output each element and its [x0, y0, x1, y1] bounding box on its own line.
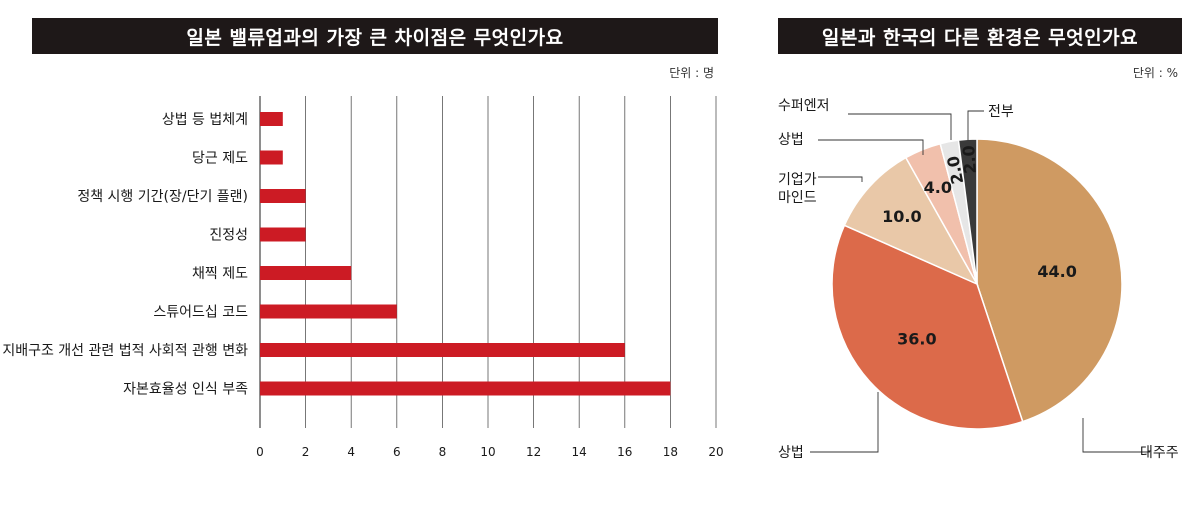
x-tick-label: 4: [347, 445, 355, 459]
pie-category-label: 상법: [778, 445, 804, 461]
pie-slice: [958, 139, 977, 284]
pie-value-label: 2.0: [959, 145, 980, 175]
pie-slice: [977, 139, 1122, 422]
pie-category-label: 수퍼엔저: [778, 98, 830, 114]
leader-line: [848, 114, 951, 140]
bar: [260, 112, 283, 126]
bar: [260, 305, 397, 319]
x-tick-label: 10: [480, 445, 495, 459]
pie-value-label: 10.0: [882, 207, 921, 226]
x-tick-label: 2: [302, 445, 310, 459]
x-tick-label: 6: [393, 445, 401, 459]
pie-chart-unit: 단위 : %: [1133, 64, 1178, 81]
category-label: 채찍 제도: [192, 266, 248, 282]
leader-line: [818, 177, 862, 182]
x-tick-label: 20: [708, 445, 723, 459]
category-label: 진정성: [209, 228, 248, 244]
bar: [260, 382, 670, 396]
pie-category-label: 대주주: [1140, 445, 1179, 461]
bar: [260, 189, 306, 203]
pie-value-label: 44.0: [1037, 262, 1076, 281]
x-tick-label: 8: [439, 445, 447, 459]
bar: [260, 228, 306, 242]
pie-slice: [844, 158, 977, 284]
category-label: 정책 시행 기간(장/단기 플랜): [77, 189, 248, 205]
leader-line: [810, 392, 878, 452]
pie-value-label: 2.0: [943, 154, 967, 185]
category-label: 스튜어드십 코드: [153, 305, 248, 321]
leader-line: [1083, 418, 1150, 452]
bar: [260, 151, 283, 165]
pie-slice: [906, 144, 977, 284]
x-tick-label: 18: [663, 445, 678, 459]
pie-chart-title: 일본과 한국의 다른 환경은 무엇인가요: [778, 18, 1182, 54]
leader-line: [968, 111, 984, 140]
pie-value-label: 4.0: [924, 178, 952, 197]
x-tick-label: 12: [526, 445, 541, 459]
pie-category-label: 전부: [988, 104, 1014, 120]
x-tick-label: 0: [256, 445, 264, 459]
category-label: 상법 등 법체계: [162, 112, 248, 128]
pie-value-label: 36.0: [897, 330, 936, 349]
category-label: 자본효율성 인식 부족: [123, 382, 248, 398]
bar: [260, 266, 351, 280]
pie-category-label: 상법: [778, 132, 804, 148]
bar: [260, 343, 625, 357]
x-tick-label: 14: [572, 445, 587, 459]
pie-slice: [832, 225, 1023, 429]
pie-category-label: 기업가 마인드: [778, 172, 817, 206]
pie-slice: [940, 140, 977, 284]
x-tick-label: 16: [617, 445, 632, 459]
category-label: 지배구조 개선 관련 법적 사회적 관행 변화: [2, 343, 248, 359]
category-label: 당근 제도: [192, 151, 248, 167]
leader-line: [818, 140, 923, 155]
